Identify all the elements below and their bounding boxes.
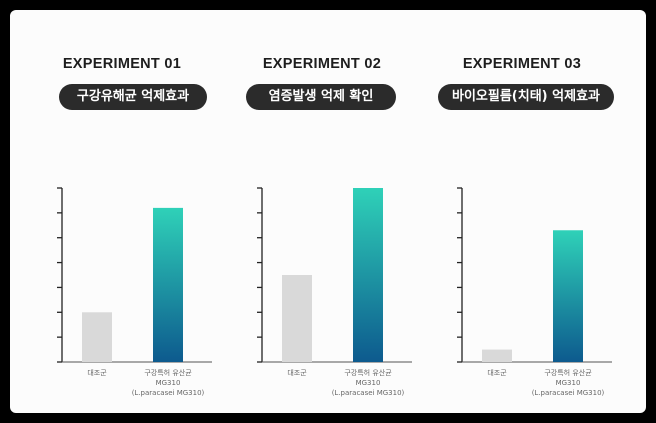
experiment-panel-3: EXPERIMENT 03 바이오필름(치태) 억제효과 대조군 구강특허 유산균…	[422, 10, 622, 413]
x-tick-label: 대조군	[287, 369, 307, 377]
experiment-panel-2: EXPERIMENT 02 염증발생 억제 확인 대조군 구강특허 유산균 MG31…	[222, 10, 422, 413]
bar	[353, 188, 383, 362]
bar-chart: 대조군 구강특허 유산균 MG310 (L.paracasei MG310)	[457, 187, 612, 397]
x-tick-label: MG310	[156, 379, 181, 387]
x-tick-label: (L.paracasei MG310)	[332, 389, 405, 397]
bar	[553, 230, 583, 362]
bar	[282, 275, 312, 362]
x-tick-label: MG310	[356, 379, 381, 387]
chart-title: EXPERIMENT 01	[62, 56, 182, 72]
x-tick-label: MG310	[556, 379, 581, 387]
experiment-panel-1: EXPERIMENT 01 구강유해균 억제효과 대조군 구강특허 유산균 MG31…	[22, 10, 222, 413]
chart-title: EXPERIMENT 03	[462, 56, 582, 72]
bar-chart: 대조군 구강특허 유산균 MG310 (L.paracasei MG310)	[57, 187, 212, 397]
x-tick-label: 구강특허 유산균	[544, 368, 592, 377]
chart-subtitle-badge: 구강유해균 억제효과	[59, 84, 207, 110]
x-tick-label: (L.paracasei MG310)	[532, 389, 605, 397]
chart-title: EXPERIMENT 02	[262, 56, 382, 72]
x-tick-label: (L.paracasei MG310)	[132, 389, 205, 397]
x-tick-label: 구강특허 유산균	[144, 368, 192, 377]
bar	[153, 207, 183, 362]
chart-frame: EXPERIMENT 01 구강유해균 억제효과 대조군 구강특허 유산균 MG31…	[10, 10, 646, 413]
x-tick-label: 대조군	[87, 369, 107, 377]
chart-subtitle-badge: 염증발생 억제 확인	[246, 84, 396, 110]
bar	[82, 312, 112, 362]
chart-subtitle-badge: 바이오필름(치태) 억제효과	[438, 84, 614, 110]
x-tick-label: 구강특허 유산균	[344, 368, 392, 377]
bar-chart: 대조군 구강특허 유산균 MG310 (L.paracasei MG310)	[257, 187, 412, 397]
x-tick-label: 대조군	[487, 369, 507, 377]
bar	[482, 349, 512, 362]
